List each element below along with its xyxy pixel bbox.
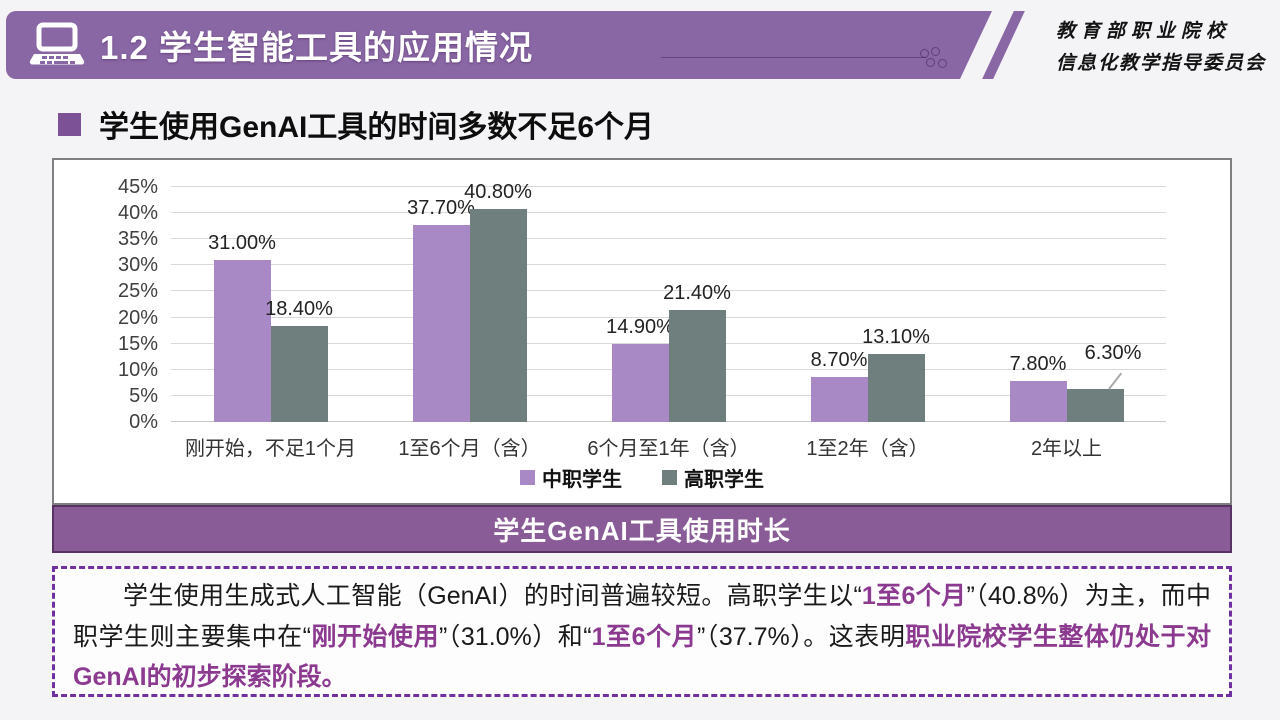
bar-value-label: 7.80% (1009, 353, 1067, 376)
chart-panel: 0% 5% 10% 15% 20% 25% 30% 35% 40% 45% 31.00% 18.40… (52, 158, 1232, 505)
organization-name: 教育部职业院校 信息化教学指导委员会 (1056, 15, 1266, 80)
bar-value-label: 31.00% (208, 232, 276, 255)
y-axis-tick-label: 5% (129, 384, 158, 407)
x-axis-category-label: 2年以上 (1030, 438, 1103, 460)
organization-name-line1: 教育部职业院校 (1055, 20, 1231, 42)
bar-value-label: 40.80% (464, 180, 532, 203)
bar-中职学生-1: 37.70% (407, 197, 475, 422)
legend-swatch-icon (520, 470, 535, 485)
bar-中职学生-3: 8.70% (810, 349, 868, 422)
bar-value-label: 14.90% (606, 316, 674, 339)
legend-item: 高职学生 (662, 463, 764, 492)
bar-高职学生-3: 13.10% (862, 326, 930, 422)
page-title: 1.2 学生智能工具的应用情况 (100, 29, 534, 66)
laptop-icon (28, 22, 86, 68)
bar-value-label: 18.40% (265, 297, 333, 320)
x-axis-category-label: 1至2年（含） (806, 438, 929, 460)
legend-swatch-icon (662, 470, 677, 485)
y-axis-tick-label: 20% (117, 306, 158, 329)
analysis-plain-text: ”（31.0%）和“ (439, 622, 592, 651)
x-axis-category-label: 1至6个月（含） (398, 438, 541, 460)
header-bar: 1.2 学生智能工具的应用情况 (6, 11, 992, 79)
bar-高职学生-0: 18.40% (265, 298, 333, 422)
x-axis-category-label: 刚开始，不足1个月 (184, 438, 357, 460)
y-axis-tick-label: 10% (117, 358, 158, 381)
gridline (171, 212, 1166, 214)
bar-group: 14.90% 21.40% (569, 187, 768, 422)
bar-value-label: 8.70% (810, 348, 868, 371)
bar-group: 8.70% 13.10% (768, 187, 967, 422)
y-axis-tick-label: 30% (117, 254, 158, 277)
analysis-box: 学生使用生成式人工智能（GenAI）的时间普遍较短。高职学生以“1至6个月”（4… (52, 566, 1232, 697)
legend-item: 中职学生 (520, 463, 622, 492)
y-axis-tick-label: 15% (117, 332, 158, 355)
gridline (171, 290, 1166, 292)
plot-area: 31.00% 18.40% 37.70% 40.80% 14.90% 21.40% 8.70… (171, 181, 1166, 422)
organization-name-line2: 信息化教学指导委员会 (1055, 52, 1266, 75)
bar-高职学生-1: 40.80% (464, 181, 532, 422)
gridline (171, 238, 1166, 240)
y-axis-tick-label: 40% (117, 202, 158, 225)
analysis-text: 学生使用生成式人工智能（GenAI）的时间普遍较短。高职学生以“1至6个月”（4… (73, 576, 1211, 698)
x-axis: 刚开始，不足1个月 1至6个月（含） 6个月至1年（含） 1至2年（含） 2年以上 (171, 432, 1166, 461)
analysis-emphasis-text: 刚开始使用 (310, 622, 440, 651)
bar-高职学生-2: 21.40% (663, 282, 731, 422)
bar-中职学生-2: 14.90% (606, 316, 674, 422)
legend-label: 中职学生 (542, 469, 622, 491)
header-knot-ornament (920, 47, 954, 71)
x-axis-category-label: 6个月至1年（含） (587, 438, 750, 460)
y-axis-tick-label: 0% (129, 411, 158, 433)
bar-group: 31.00% 18.40% (171, 187, 370, 422)
gridline (171, 264, 1166, 266)
analysis-plain-text: 学生使用生成式人工智能（GenAI）的时间普遍较短。高职学生以“ (123, 582, 862, 610)
chart-title: 学生GenAI工具使用时长 (493, 515, 791, 546)
y-axis-tick-label: 25% (117, 280, 158, 303)
gridline (171, 186, 1166, 187)
analysis-emphasis-text: 1至6个月 (591, 622, 698, 651)
y-axis-tick-label: 35% (117, 228, 158, 251)
bar-value-label: 37.70% (407, 197, 475, 220)
legend-label: 高职学生 (684, 469, 764, 491)
bar-groups: 31.00% 18.40% 37.70% 40.80% 14.90% 21.40% 8.70… (171, 181, 1166, 422)
bar-中职学生-4: 7.80% (1009, 353, 1067, 422)
bar-group: 37.70% 40.80% (370, 181, 569, 422)
legend: 中职学生 高职学生 (54, 463, 1230, 492)
bar-value-label: 6.30% (1084, 342, 1142, 365)
bar-value-label: 21.40% (663, 282, 731, 305)
section-heading-text: 学生使用GenAI工具的时间多数不足6个月 (99, 111, 655, 144)
label-leader-line (1107, 372, 1122, 390)
chart-title-bar: 学生GenAI工具使用时长 (52, 505, 1232, 553)
section-heading: 学生使用GenAI工具的时间多数不足6个月 (58, 102, 654, 146)
header-ornament-line (661, 57, 926, 58)
bar-value-label: 13.10% (862, 325, 930, 348)
bar-group: 7.80% 6.30% (967, 187, 1166, 422)
analysis-plain-text: ”（37.7%）。这表明 (697, 622, 906, 651)
y-axis-tick-label: 45% (117, 176, 158, 198)
bar-中职学生-0: 31.00% (208, 232, 276, 422)
analysis-emphasis-text: 1至6个月 (861, 582, 967, 610)
bullet-square-icon (58, 112, 81, 136)
header-accent-stripe (982, 11, 1025, 79)
analysis-emphasis-text: 职业院校学生整体仍处于对GenAI的初步探索阶段。 (73, 622, 1211, 692)
bar-高职学生-4: 6.30% (1066, 342, 1141, 422)
y-axis: 0% 5% 10% 15% 20% 25% 30% 35% 40% 45% (62, 176, 158, 433)
analysis-plain-text: ”（40.8%）为主，而中职学生则主要集中在“ (73, 582, 1212, 651)
